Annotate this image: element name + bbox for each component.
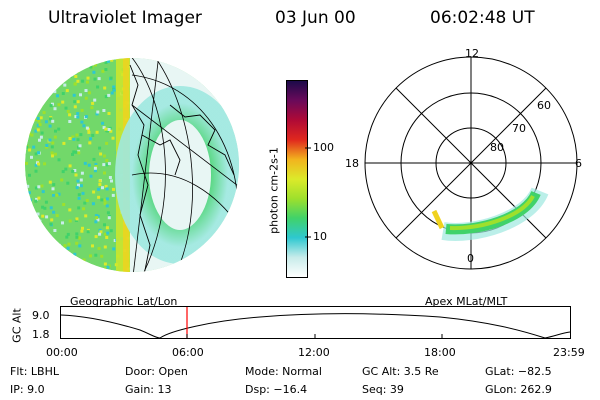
info-gc-alt: GC Alt: 3.5 Re — [362, 365, 439, 378]
time-label: 06:02:48 UT — [430, 8, 535, 28]
info-glat: GLat: −82.5 — [485, 365, 552, 378]
date-label: 03 Jun 00 — [275, 8, 356, 28]
info-seq: Seq: 39 — [362, 383, 404, 396]
info-door: Door: Open — [125, 365, 188, 378]
auroral-oval-polar — [431, 186, 549, 241]
colorbar-tick-100: 100 — [313, 141, 334, 154]
right-panel-caption: Apex MLat/MLT — [425, 295, 508, 308]
colorbar — [286, 80, 308, 278]
info-dsp: Dsp: −16.4 — [245, 383, 308, 396]
lat-label-60: 60 — [537, 99, 551, 112]
info-filter: Flt: LBHL — [10, 365, 59, 378]
timeline-xtick-2359: 23:59 — [553, 346, 585, 359]
colorbar-tick-10: 10 — [313, 230, 327, 243]
info-ip: IP: 9.0 — [10, 383, 45, 396]
info-mode: Mode: Normal — [245, 365, 322, 378]
instrument-title: Ultraviolet Imager — [48, 8, 202, 28]
mlt-label-18: 18 — [345, 157, 359, 170]
timeline-xtick-1200: 12:00 — [298, 346, 330, 359]
altitude-curve — [60, 313, 571, 339]
info-gain: Gain: 13 — [125, 383, 172, 396]
timeline-xtick-1800: 18:00 — [424, 346, 456, 359]
lat-label-80: 80 — [490, 141, 504, 154]
coastlines — [129, 64, 235, 272]
info-glon: GLon: 262.9 — [485, 383, 552, 396]
colorbar-label: photon cm-2s-1 — [267, 147, 281, 234]
colorbar-axis — [305, 147, 311, 238]
lat-label-70: 70 — [512, 122, 526, 135]
mlt-label-12: 12 — [465, 47, 479, 60]
geographic-image — [25, 58, 239, 272]
timeline-ylabel: GC Alt — [10, 308, 24, 343]
orbit-timeline — [60, 306, 571, 339]
timeline-ytick-1.8: 1.8 — [32, 328, 50, 341]
mlt-label-6: 6 — [575, 157, 582, 170]
mlt-label-0: 0 — [467, 252, 474, 265]
timeline-ytick-9: 9.0 — [32, 309, 50, 322]
timeline-xtick-0600: 06:00 — [172, 346, 204, 359]
timeline-xtick-0000: 00:00 — [46, 346, 78, 359]
polar-plot — [364, 56, 578, 270]
left-panel-caption: Geographic Lat/Lon — [70, 295, 178, 308]
